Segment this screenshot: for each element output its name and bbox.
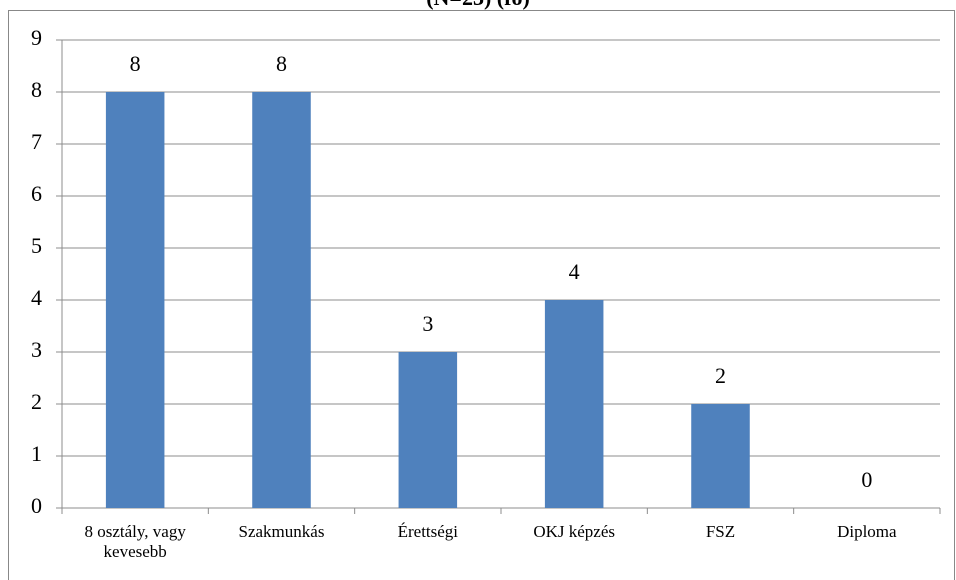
y-tick-label: 2 — [31, 389, 42, 414]
data-label: 8 — [130, 51, 141, 76]
bar — [105, 92, 165, 508]
bar — [398, 352, 458, 508]
bar — [252, 92, 311, 508]
data-label: 3 — [422, 311, 433, 336]
y-tick-label: 8 — [31, 77, 42, 102]
y-tick-label: 4 — [31, 285, 42, 310]
x-tick-label: OKJ képzés — [533, 522, 615, 541]
bar — [691, 404, 750, 508]
data-label: 2 — [715, 363, 726, 388]
y-tick-label: 9 — [31, 25, 42, 50]
y-tick-label: 0 — [31, 493, 42, 518]
y-tick-label: 5 — [31, 233, 42, 258]
x-tick-label: 8 osztály, vagy kevesebb — [84, 522, 186, 561]
y-tick-label: 1 — [31, 441, 42, 466]
chart-frame — [8, 10, 955, 580]
x-tick-label: Érettségi — [397, 522, 459, 541]
chart-title: (N=23) (fő) — [426, 0, 530, 10]
x-tick-label: Szakmunkás — [238, 522, 325, 541]
data-label: 0 — [861, 467, 872, 492]
x-tick-label: Diploma — [837, 522, 897, 541]
data-label: 4 — [569, 259, 580, 284]
y-tick-label: 6 — [31, 181, 42, 206]
bar — [544, 300, 604, 508]
y-tick-label: 7 — [31, 129, 42, 154]
data-label: 8 — [276, 51, 287, 76]
y-tick-label: 3 — [31, 337, 42, 362]
x-tick-label: FSZ — [705, 522, 736, 541]
